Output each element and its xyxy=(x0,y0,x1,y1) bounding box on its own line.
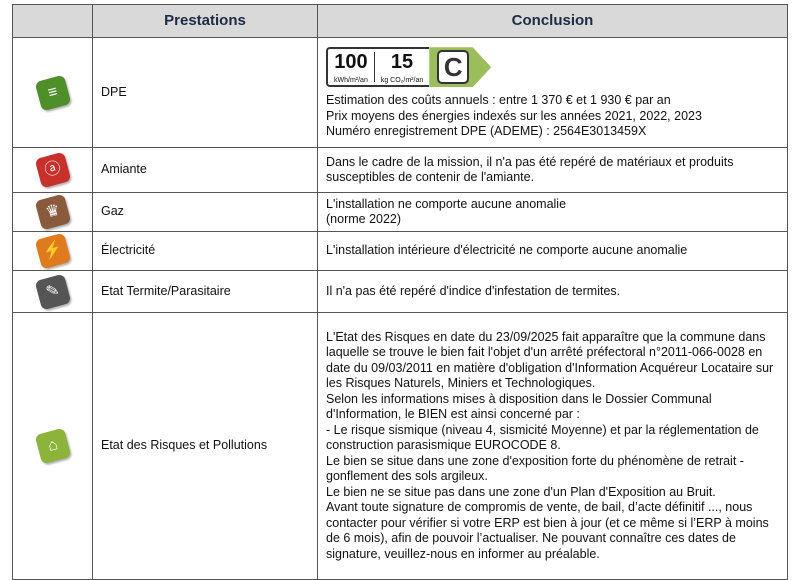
prestation-name: Etat Termite/Parasitaire xyxy=(92,270,318,313)
table-row: ✎ Etat Termite/Parasitaire Il n'a pas été … xyxy=(12,270,788,313)
conclusion-cell: L'installation ne comporte aucune anomal… xyxy=(317,192,788,232)
prestation-name: Amiante xyxy=(92,147,318,193)
conclusion-header: Conclusion xyxy=(317,4,788,38)
termite-icon: ✎ xyxy=(34,273,71,310)
table-row: ⓐ Amiante Dans le cadre de la mission, il … xyxy=(12,147,788,193)
icon-cell: ♛ xyxy=(12,192,93,232)
conclusion-cell: L'Etat des Risques en date du 23/09/2025… xyxy=(317,312,788,580)
table-row: ⌂ Etat des Risques et Pollutions L'Etat de… xyxy=(12,312,788,580)
electric-plug-icon: ⚡ xyxy=(34,232,71,270)
conclusion-cell: Il n'a pas été repéré d'indice d'infesta… xyxy=(317,270,788,313)
gas-flame-icon: ♛ xyxy=(34,193,71,231)
conclusion-line: L'installation intérieure d'électricité … xyxy=(326,243,688,258)
conclusion-line: (norme 2022) xyxy=(326,212,402,226)
conclusion-cell: 100 kWh/m²/an 15 kg CO₂/m²/an C Estimation de… xyxy=(317,37,788,148)
prestation-name: Gaz xyxy=(92,192,318,232)
energy-class: C xyxy=(437,50,470,85)
icon-cell: ✎ xyxy=(12,270,93,313)
co2-value: 15 xyxy=(390,51,414,74)
prestation-name: Électricité xyxy=(92,231,318,271)
prestations-header: Prestations xyxy=(92,4,318,38)
icon-cell: ≡ xyxy=(12,37,93,148)
prestation-name: DPE xyxy=(92,37,318,148)
conclusion-line: Le bien se situe dans une zone d'exposit… xyxy=(326,453,744,484)
energy-value: 100 xyxy=(334,51,368,74)
energy-unit: kWh/m²/an xyxy=(334,77,368,85)
dpe-energy-label: 100 kWh/m²/an 15 kg CO₂/m²/an C xyxy=(326,47,779,88)
conclusion-line: L'installation ne comporte aucune anomal… xyxy=(326,196,567,211)
icon-cell: ⓐ xyxy=(12,147,93,193)
conclusion-line: Avant toute signature de compromis de ve… xyxy=(326,500,769,561)
conclusion-line: Numéro enregistrement DPE (ADEME) : 2564… xyxy=(326,124,647,139)
prestations-table: Prestations Conclusion ≡ DPE 100 kWh/m²/an 1… xyxy=(12,4,788,580)
prestation-name: Etat des Risques et Pollutions xyxy=(92,312,318,580)
conclusion-cell: L'installation intérieure d'électricité … xyxy=(317,231,788,271)
conclusion-line: Prix moyens des énergies indexés sur les… xyxy=(326,108,702,123)
icon-header xyxy=(12,4,93,38)
risk-house-icon: ⌂ xyxy=(34,427,71,465)
conclusion-line: Estimation des coûts annuels : entre 1 3… xyxy=(326,93,671,108)
table-row: ⚡ Électricité L'installation intérieure d'… xyxy=(12,231,788,271)
conclusion-line: Dans le cadre de la mission, il n'a pas … xyxy=(326,154,734,185)
conclusion-line: Il n'a pas été repéré d'indice d'infesta… xyxy=(326,283,621,298)
table-row: ♛ Gaz L'installation ne comporte aucune an… xyxy=(12,192,788,232)
conclusion-line: Le bien ne se situe pas dans une zone d'… xyxy=(326,484,716,499)
conclusion-line: - Le risque sismique (niveau 4, sismicit… xyxy=(326,422,759,453)
conclusion-cell: Dans le cadre de la mission, il n'a pas … xyxy=(317,147,788,193)
icon-cell: ⌂ xyxy=(12,312,93,580)
energy-label-icon: ≡ xyxy=(34,74,71,111)
co2-unit: kg CO₂/m²/an xyxy=(380,77,424,85)
conclusion-line: L'Etat des Risques en date du 23/09/2025… xyxy=(326,329,774,391)
asbestos-warning-icon: ⓐ xyxy=(34,151,71,189)
table-row: ≡ DPE 100 kWh/m²/an 15 kg CO₂/m²/an C Estimatio… xyxy=(12,37,788,148)
icon-cell: ⚡ xyxy=(12,231,93,271)
conclusion-line: Selon les informations mises à dispositi… xyxy=(326,391,712,422)
